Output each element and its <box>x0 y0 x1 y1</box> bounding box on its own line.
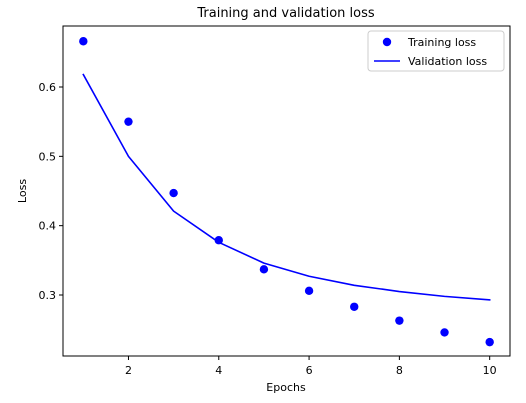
training-loss-point <box>79 37 88 46</box>
validation-loss-line <box>82 73 491 301</box>
training-loss-point <box>169 188 178 198</box>
training-loss-point <box>304 286 314 296</box>
x-tick-label: 8 <box>396 364 403 377</box>
axes: 2 4 6 8 10 0.3 0.4 0.5 0.6 <box>39 25 511 377</box>
legend-label: Training loss <box>407 36 476 49</box>
plot-area <box>79 37 494 347</box>
legend: Training loss Validation loss <box>367 30 505 72</box>
x-axis-title: Epochs <box>266 381 306 394</box>
y-tick-label: 0.4 <box>39 220 57 233</box>
y-axis-title: Loss <box>16 179 29 203</box>
x-tick-label: 2 <box>125 364 132 377</box>
legend-label: Validation loss <box>408 55 487 68</box>
y-tick-label: 0.5 <box>39 150 57 163</box>
training-loss-point <box>485 337 494 347</box>
legend-box <box>367 30 505 72</box>
legend-marker-swatch <box>382 37 392 47</box>
training-loss-point <box>124 117 133 126</box>
chart-title: Training and validation loss <box>196 6 374 21</box>
y-tick-label: 0.6 <box>39 81 57 94</box>
training-loss-point <box>395 316 404 325</box>
training-loss-point <box>259 265 269 274</box>
x-tick-label: 6 <box>306 364 313 377</box>
x-tick-label: 4 <box>215 364 222 377</box>
x-tick-label: 10 <box>483 364 497 377</box>
training-loss-point <box>350 302 359 311</box>
training-loss-point <box>214 236 223 245</box>
y-tick-label: 0.3 <box>39 289 57 302</box>
axes-frame <box>62 25 511 357</box>
training-loss-point <box>440 328 449 337</box>
